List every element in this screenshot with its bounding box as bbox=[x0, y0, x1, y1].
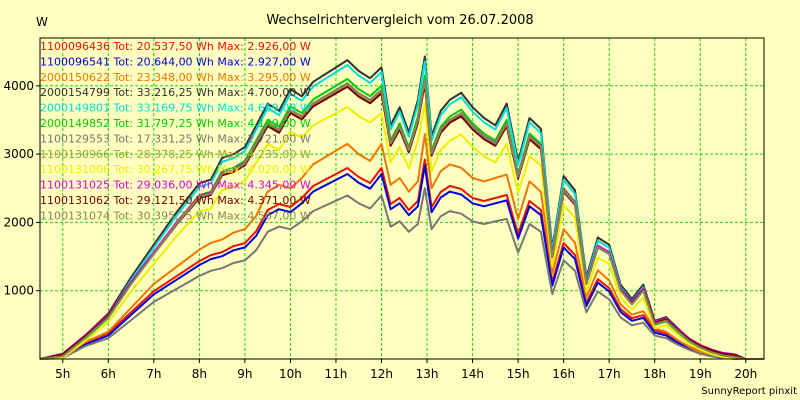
series-line-1100131006 bbox=[39, 102, 764, 360]
x-tick-label: 14h bbox=[461, 367, 484, 381]
legend-entry-2000149801: 2000149801 Tot: 33.169,75 Wh Max: 4.669,… bbox=[40, 102, 311, 115]
series-line-1100096541 bbox=[39, 164, 764, 360]
series-lines bbox=[39, 55, 764, 360]
x-tick-label: 18h bbox=[643, 367, 666, 381]
x-tick-label: 5h bbox=[55, 367, 70, 381]
x-tick-label: 12h bbox=[370, 367, 393, 381]
x-tick-label: 16h bbox=[552, 367, 575, 381]
legend-entry-2000154799: 2000154799 Tot: 33.216,25 Wh Max: 4.700,… bbox=[40, 86, 311, 99]
legend-entry-1100131062: 1100131062 Tot: 29.121,50 Wh Max: 4.371,… bbox=[40, 194, 311, 207]
legend-entry-1100131006: 1100131006 Tot: 30.267,75 Wh Max: 4.020,… bbox=[40, 163, 311, 176]
legend-entry-1100096436: 1100096436 Tot: 20.537,50 Wh Max: 2.926,… bbox=[40, 40, 311, 53]
x-tick-label: 10h bbox=[279, 367, 302, 381]
x-tick-label: 7h bbox=[146, 367, 161, 381]
legend-entry-2000149852: 2000149852 Tot: 31.797,25 Wh Max: 4.149,… bbox=[40, 117, 311, 130]
series-line-1100131074 bbox=[39, 78, 764, 360]
y-tick-label: 4000 bbox=[3, 79, 34, 93]
legend: 1100096436 Tot: 20.537,50 Wh Max: 2.926,… bbox=[40, 40, 311, 222]
x-tick-label: 9h bbox=[237, 367, 252, 381]
series-line-2000150622 bbox=[39, 133, 764, 360]
x-tick-label: 15h bbox=[507, 367, 530, 381]
x-tick-label: 17h bbox=[598, 367, 621, 381]
series-line-1100129553 bbox=[39, 187, 764, 360]
x-tick-label: 6h bbox=[101, 367, 116, 381]
x-tick-label: 13h bbox=[416, 367, 439, 381]
chart-title: Wechselrichtervergleich vom 26.07.2008 bbox=[266, 13, 533, 28]
y-axis-label: W bbox=[36, 15, 48, 29]
x-tick-label: 20h bbox=[734, 367, 757, 381]
x-tick-label: 19h bbox=[689, 367, 712, 381]
legend-entry-1100130966: 1100130966 Tot: 28.378,25 Wh Max: 4.235,… bbox=[40, 148, 311, 161]
legend-entry-1100096541: 1100096541 Tot: 20.644,00 Wh Max: 2.927,… bbox=[40, 55, 311, 68]
y-tick-label: 2000 bbox=[3, 215, 34, 229]
legend-entry-2000150622: 2000150622 Tot: 23.348,00 Wh Max: 3.295,… bbox=[40, 71, 311, 84]
footer-credit: SunnyReport pinxit bbox=[701, 386, 797, 397]
x-tick-label: 11h bbox=[325, 367, 348, 381]
legend-entry-1100131074: 1100131074 Tot: 30.395,75 Wh Max: 4.567,… bbox=[40, 209, 311, 222]
x-tick-label: 8h bbox=[192, 367, 207, 381]
legend-entry-1100131025: 1100131025 Tot: 29.036,00 Wh Max: 4.345,… bbox=[40, 179, 311, 192]
legend-entry-1100129553: 1100129553 Tot: 17.331,25 Wh Max: 2.721,… bbox=[40, 132, 311, 145]
y-tick-label: 3000 bbox=[3, 147, 34, 161]
axes: 5h 6h 7h 8h 9h 10h 11h 12h 13h 14h 15h 16h 17h 18h 19h… bbox=[3, 37, 765, 381]
y-tick-label: 1000 bbox=[3, 284, 34, 298]
plot-frame bbox=[39, 37, 765, 360]
